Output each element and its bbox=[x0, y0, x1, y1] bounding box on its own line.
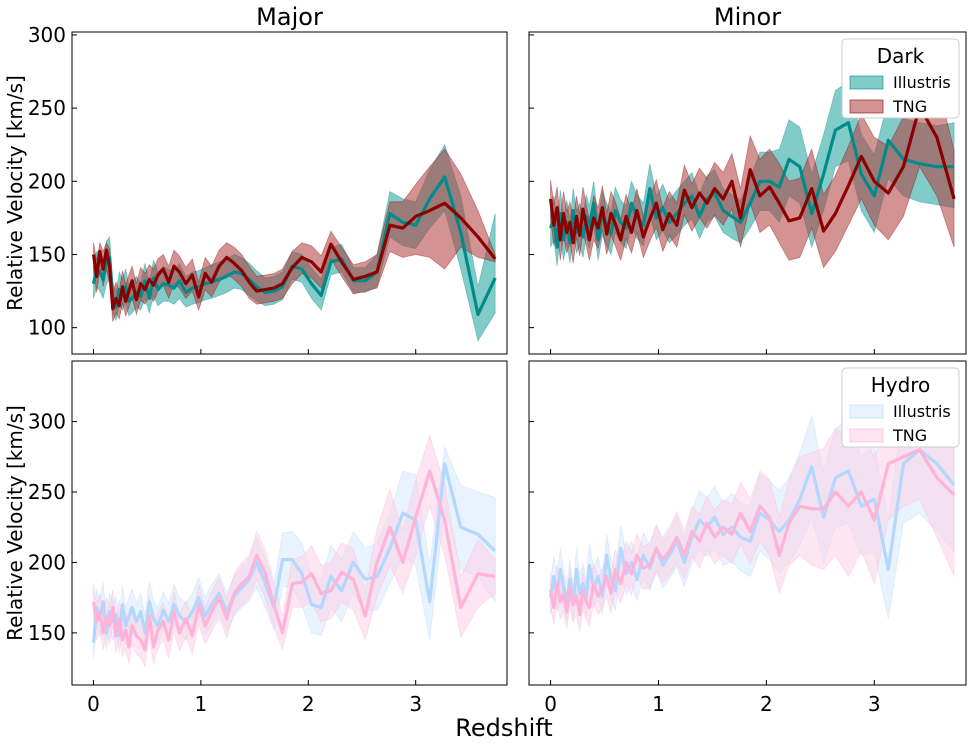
line-tng bbox=[549, 104, 956, 245]
line-tng bbox=[91, 201, 497, 311]
legend-swatch-illustris bbox=[849, 404, 884, 419]
x-tick-label: 1 bbox=[195, 692, 208, 716]
y-tick-label: 250 bbox=[28, 96, 66, 120]
line-illustris bbox=[91, 462, 497, 643]
panel-title: Minor bbox=[714, 3, 781, 31]
band-tng bbox=[550, 395, 955, 632]
x-tick-label: 0 bbox=[87, 692, 100, 716]
legend: Hydro Illustris TNG bbox=[841, 367, 960, 448]
axes-frame bbox=[528, 31, 967, 355]
x-tick-label: 2 bbox=[302, 692, 315, 716]
axes-frame bbox=[71, 31, 508, 355]
line-tng bbox=[549, 448, 956, 617]
legend-title: Hydro bbox=[871, 373, 931, 397]
line-illustris bbox=[549, 448, 956, 607]
y-tick-label: 200 bbox=[28, 169, 66, 193]
panel-major-dark: 100 150 200 250 300 Major bbox=[28, 3, 508, 355]
panel-minor-hydro: 0 1 2 3 Hydro Illustris TNG bbox=[528, 360, 967, 716]
y-tick-label: 300 bbox=[28, 23, 66, 47]
axes-frame bbox=[71, 360, 508, 686]
legend-label-illustris: Illustris bbox=[893, 402, 951, 421]
legend-label-illustris: Illustris bbox=[893, 73, 951, 92]
y-tick-label: 150 bbox=[28, 621, 66, 645]
axes-frame bbox=[528, 360, 967, 686]
line-tng bbox=[91, 469, 496, 652]
x-tick-label: 1 bbox=[652, 692, 665, 716]
legend-label-tng: TNG bbox=[892, 97, 927, 116]
legend-title: Dark bbox=[877, 44, 925, 68]
plot-area bbox=[91, 434, 497, 669]
figure-ylabel-bottom: Relative Velocity [km/s] bbox=[3, 405, 27, 641]
y-tick-label: 150 bbox=[28, 242, 66, 266]
y-tick-label: 200 bbox=[28, 550, 66, 574]
x-tick-label: 2 bbox=[760, 692, 773, 716]
figure-ylabel-top: Relative Velocity [km/s] bbox=[3, 75, 27, 311]
panel-major-hydro: 150 200 250 300 0 1 2 3 bbox=[28, 360, 508, 716]
panel-title: Major bbox=[256, 3, 323, 31]
legend: Dark Illustris TNG bbox=[841, 38, 960, 119]
plot-area bbox=[549, 45, 956, 269]
band-tng bbox=[93, 148, 496, 322]
plot-area bbox=[91, 143, 497, 342]
legend-box bbox=[841, 38, 960, 119]
y-tick-label: 250 bbox=[28, 480, 66, 504]
legend-box bbox=[841, 367, 960, 448]
legend-swatch-tng bbox=[849, 428, 884, 443]
legend-label-tng: TNG bbox=[892, 426, 927, 445]
x-tick-label: 0 bbox=[544, 692, 557, 716]
x-tick-label: 3 bbox=[868, 692, 881, 716]
x-tick-label: 3 bbox=[409, 692, 422, 716]
legend-swatch-illustris bbox=[849, 75, 884, 90]
figure-xlabel: Redshift bbox=[455, 714, 552, 742]
y-tick-label: 300 bbox=[28, 410, 66, 434]
y-tick-label: 100 bbox=[28, 316, 66, 340]
panel-minor-dark: Minor Dark Illustris TNG bbox=[528, 3, 967, 355]
legend-swatch-tng bbox=[849, 99, 884, 114]
band-tng bbox=[93, 434, 496, 669]
